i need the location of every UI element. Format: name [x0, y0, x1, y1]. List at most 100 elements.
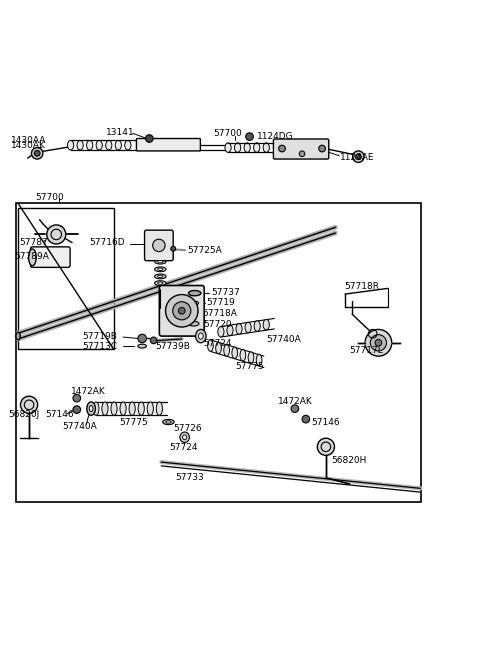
Ellipse shape — [189, 301, 199, 305]
Text: 57733: 57733 — [176, 473, 204, 482]
Ellipse shape — [189, 291, 201, 296]
Text: 56820H: 56820H — [332, 456, 367, 464]
Ellipse shape — [196, 329, 206, 343]
FancyBboxPatch shape — [31, 247, 70, 267]
Circle shape — [179, 307, 185, 314]
Text: 57740A: 57740A — [267, 335, 301, 345]
Text: 57789A: 57789A — [15, 252, 49, 261]
Bar — [18, 208, 114, 349]
Ellipse shape — [125, 140, 131, 150]
Circle shape — [317, 438, 335, 455]
Ellipse shape — [227, 325, 233, 335]
FancyBboxPatch shape — [136, 138, 200, 151]
Bar — [16, 204, 421, 502]
Text: 1472AK: 1472AK — [71, 387, 105, 396]
Ellipse shape — [207, 340, 213, 351]
Circle shape — [319, 145, 325, 152]
Ellipse shape — [120, 402, 126, 415]
Text: 57725A: 57725A — [188, 246, 222, 255]
Circle shape — [302, 415, 310, 423]
Text: 57775: 57775 — [120, 419, 148, 428]
Ellipse shape — [218, 327, 224, 337]
Ellipse shape — [216, 343, 221, 354]
Ellipse shape — [157, 275, 163, 278]
Text: 57719: 57719 — [206, 298, 235, 307]
FancyBboxPatch shape — [144, 230, 173, 261]
Text: 1472AK: 1472AK — [278, 398, 313, 407]
Ellipse shape — [224, 345, 229, 356]
Ellipse shape — [77, 140, 83, 150]
Circle shape — [47, 225, 66, 244]
FancyBboxPatch shape — [159, 286, 204, 336]
Ellipse shape — [263, 143, 269, 153]
Text: 1430AA: 1430AA — [11, 136, 46, 145]
FancyBboxPatch shape — [274, 139, 329, 159]
Ellipse shape — [155, 267, 166, 272]
Ellipse shape — [16, 332, 20, 340]
Ellipse shape — [106, 140, 112, 150]
Ellipse shape — [180, 432, 190, 443]
Ellipse shape — [235, 143, 240, 153]
Circle shape — [353, 151, 364, 162]
Text: 57775: 57775 — [235, 362, 264, 371]
Ellipse shape — [240, 350, 246, 361]
Ellipse shape — [102, 402, 108, 415]
Ellipse shape — [129, 402, 135, 415]
Text: 57700: 57700 — [214, 129, 242, 138]
Ellipse shape — [163, 419, 174, 424]
Text: 57724: 57724 — [204, 339, 232, 348]
Text: 57720: 57720 — [204, 320, 232, 329]
Ellipse shape — [93, 402, 99, 415]
Text: 57717L: 57717L — [350, 346, 384, 355]
Circle shape — [299, 151, 305, 157]
Ellipse shape — [157, 268, 163, 271]
Text: 57719B: 57719B — [83, 331, 118, 341]
Circle shape — [375, 339, 382, 346]
Circle shape — [150, 337, 157, 344]
Text: 57726: 57726 — [173, 424, 202, 433]
Ellipse shape — [89, 405, 93, 412]
Ellipse shape — [248, 352, 254, 364]
Circle shape — [173, 302, 191, 320]
Ellipse shape — [155, 274, 166, 279]
Text: 57724: 57724 — [169, 443, 198, 452]
Ellipse shape — [254, 321, 260, 331]
Circle shape — [34, 151, 40, 156]
Text: 1124DG: 1124DG — [257, 132, 293, 141]
Circle shape — [365, 329, 392, 356]
Ellipse shape — [111, 402, 117, 415]
Circle shape — [291, 405, 299, 413]
Circle shape — [192, 310, 198, 316]
Ellipse shape — [245, 322, 251, 333]
Text: 57739B: 57739B — [155, 342, 190, 351]
Text: 57716D: 57716D — [90, 238, 125, 247]
Text: 57713C: 57713C — [83, 342, 118, 350]
Circle shape — [32, 147, 43, 159]
Text: 57740A: 57740A — [62, 422, 97, 431]
Ellipse shape — [232, 347, 238, 358]
Text: 56820J: 56820J — [9, 410, 40, 419]
Circle shape — [356, 154, 361, 160]
Text: 57718R: 57718R — [344, 282, 379, 291]
Text: 57146: 57146 — [45, 410, 74, 419]
Circle shape — [370, 335, 386, 351]
Ellipse shape — [29, 249, 36, 266]
Circle shape — [166, 295, 198, 327]
Ellipse shape — [96, 140, 102, 150]
Ellipse shape — [236, 324, 242, 334]
Circle shape — [153, 239, 165, 252]
Ellipse shape — [225, 143, 231, 153]
Circle shape — [21, 396, 37, 413]
Ellipse shape — [256, 354, 262, 365]
Circle shape — [73, 394, 81, 402]
Text: 57718A: 57718A — [203, 309, 238, 318]
Text: 13141: 13141 — [107, 128, 135, 138]
Ellipse shape — [155, 259, 166, 264]
Ellipse shape — [253, 143, 260, 153]
Circle shape — [246, 133, 253, 140]
Ellipse shape — [263, 320, 269, 330]
Text: 57787: 57787 — [20, 238, 48, 247]
Text: 57737: 57737 — [211, 288, 240, 297]
Ellipse shape — [166, 421, 171, 423]
Ellipse shape — [68, 140, 74, 150]
